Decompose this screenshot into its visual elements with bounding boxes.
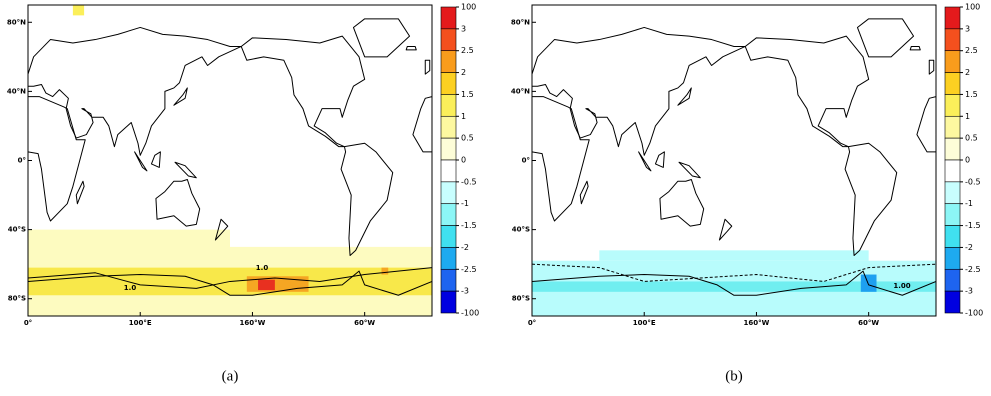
colorbar-box <box>440 50 457 73</box>
colorbar-label: 2.5 <box>965 46 978 55</box>
lat-tick-label: 0° <box>18 157 26 165</box>
lat-tick-label: 80°S <box>8 295 26 303</box>
colorbar-label: 0.5 <box>461 134 474 143</box>
colorbar-box <box>944 6 961 30</box>
lon-tick-label: 0° <box>24 319 32 327</box>
colorbar-box <box>944 247 961 270</box>
colorbar-box <box>944 94 961 117</box>
lat-tick-label: 80°N <box>7 18 26 26</box>
colorbar-box <box>944 72 961 95</box>
shade <box>72 5 85 16</box>
contour <box>532 264 936 281</box>
colorbar-label: 2.5 <box>461 46 474 55</box>
colorbar-label: -2 <box>461 243 469 252</box>
colorbar-box <box>440 159 457 183</box>
contour <box>28 268 432 289</box>
contour-label: 1.00 <box>893 282 910 290</box>
panel-a: 80°N 40°N 0° 40°S 80°S 0° 100°E 160°W 60°W 1.0 1.0… <box>7 3 479 385</box>
colorbar-box <box>944 203 961 226</box>
colorbar-label: -1 <box>461 199 469 208</box>
colorbar-label: 2 <box>461 68 466 77</box>
colorbar-box <box>944 28 961 52</box>
shading <box>532 17 936 316</box>
lat-tick-label: 80°N <box>511 18 530 26</box>
colorbar-box <box>440 181 457 205</box>
shade <box>532 281 936 292</box>
colorbar-box <box>944 50 961 73</box>
colorbar-box <box>440 225 457 248</box>
colorbar-label: -2 <box>965 243 973 252</box>
colorbar-box <box>944 225 961 248</box>
colorbar-box <box>944 137 961 161</box>
colorbar-box <box>440 290 457 314</box>
lat-tick-label: 40°N <box>7 87 26 95</box>
map <box>532 17 936 316</box>
colorbar-box <box>440 28 457 52</box>
shade <box>258 279 275 291</box>
colorbar-label: -0.5 <box>965 177 981 186</box>
caption: (b) <box>725 368 743 384</box>
colorbar-label: 1.5 <box>461 90 474 99</box>
lat-tick-label: 40°S <box>8 226 26 234</box>
contour-label: 1.0 <box>256 264 269 272</box>
shade <box>599 250 869 261</box>
colorbar-box <box>440 115 457 139</box>
colorbar-label: -100 <box>461 309 479 318</box>
colorbar-label: 0.5 <box>965 134 978 143</box>
contour-label: 1.0 <box>124 284 137 292</box>
colorbar-label: 1 <box>461 112 466 121</box>
colorbar-box <box>440 72 457 95</box>
colorbar-label: 100 <box>965 3 980 12</box>
shade <box>381 267 389 275</box>
colorbar-label: -0.5 <box>461 177 477 186</box>
colorbar-box <box>440 94 457 117</box>
colorbar-label: -3 <box>461 287 469 296</box>
colorbar-label: 0 <box>965 156 970 165</box>
colorbar-box <box>944 268 961 292</box>
lon-tick-label: 100°E <box>129 319 152 327</box>
colorbar-label: -3 <box>965 287 973 296</box>
colorbar-label: -100 <box>965 309 983 318</box>
panel-b: 80°N40°N0°40°S80°S0° 100°E 160°W 60°W1.0010… <box>511 3 983 385</box>
colorbar-box <box>440 6 457 30</box>
colorbar-label: 1 <box>965 112 970 121</box>
colorbar-box <box>944 115 961 139</box>
colorbar-box <box>944 181 961 205</box>
lon-tick-label: 60°W <box>858 319 879 327</box>
colorbar-box <box>440 137 457 161</box>
lat-tick-label: 0° <box>522 157 530 165</box>
colorbar-box <box>440 268 457 292</box>
shade <box>860 274 877 292</box>
colorbar-label: -1.5 <box>461 221 477 230</box>
colorbar-label: 100 <box>461 3 476 12</box>
shading <box>28 5 432 316</box>
colorbar-label: 3 <box>965 24 970 33</box>
lat-tick-label: 40°S <box>512 226 530 234</box>
lat-tick-label: 40°N <box>511 87 530 95</box>
caption: (a) <box>222 368 239 384</box>
colorbar-label: -1 <box>965 199 973 208</box>
colorbar-label: 0 <box>461 156 466 165</box>
colorbar-label: -2.5 <box>965 265 981 274</box>
colorbar-label: 3 <box>461 24 466 33</box>
colorbar-box <box>944 290 961 314</box>
lat-tick-label: 80°S <box>512 295 530 303</box>
colorbar-label: 1.5 <box>965 90 978 99</box>
lon-tick-label: 160°W <box>744 319 770 327</box>
colorbar-box <box>440 247 457 270</box>
lon-tick-label: 0° <box>528 319 536 327</box>
lon-tick-label: 160°W <box>240 319 266 327</box>
colorbar-box <box>440 203 457 226</box>
colorbar-label: -1.5 <box>965 221 981 230</box>
colorbar-label: -2.5 <box>461 265 477 274</box>
map <box>28 5 432 316</box>
colorbar-box <box>944 159 961 183</box>
lon-tick-label: 100°E <box>633 319 656 327</box>
lon-tick-label: 60°W <box>354 319 375 327</box>
colorbar-label: 2 <box>965 68 970 77</box>
